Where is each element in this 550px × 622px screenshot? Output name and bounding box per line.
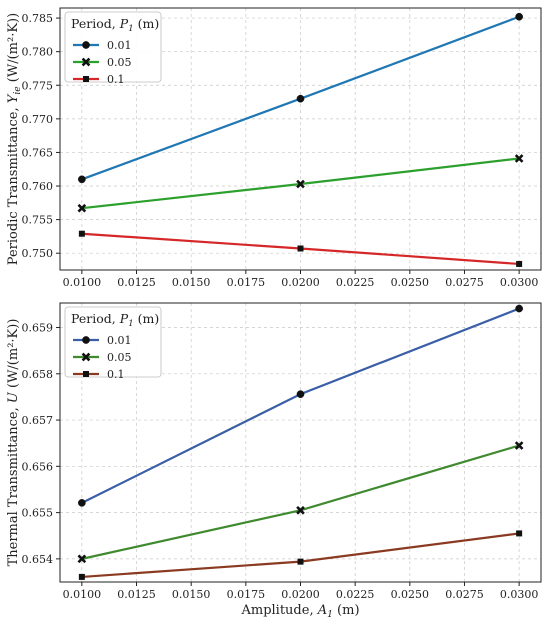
data-point [516, 260, 523, 267]
data-point [77, 554, 87, 564]
data-point [78, 499, 86, 507]
x-tick-label: 0.0175 [227, 588, 266, 601]
legend-title: Period, P1 (m) [71, 311, 159, 329]
x-tick-label: 0.0125 [117, 276, 156, 289]
y-tick-label: 0.750 [22, 247, 54, 260]
series-0.1 [78, 530, 523, 580]
x-tick-label: 0.0225 [336, 588, 375, 601]
top-chart-panel: 0.0100 0.0125 0.0150 0.0175 0.0200 0.0225 0.02… [6, 7, 542, 289]
y-tick-label: 0.655 [22, 507, 54, 520]
y-tick-label: 0.656 [22, 460, 54, 473]
legend: Period, P1 (m) 0.01 0.05 0.1 [64, 306, 162, 381]
legend: Period, P1 (m) 0.01 0.05 0.1 [64, 11, 162, 86]
x-tick-label: 0.0150 [172, 588, 211, 601]
data-point [296, 94, 305, 103]
data-point [296, 505, 305, 515]
x-tick-label: 0.0250 [391, 588, 430, 601]
y-axis-label: Thermal Transmittance, U (W/(m²·K)) [6, 319, 21, 567]
legend-marker [83, 76, 89, 82]
bottom-chart-panel: 0.0100 0.0125 0.0150 0.0175 0.0200 0.0225 0.02… [6, 302, 542, 620]
y-axis-label: Periodic Transmittance, Yie (W/(m²·K)) [6, 13, 23, 265]
y-tick-label: 0.770 [22, 113, 54, 126]
data-point [296, 390, 305, 398]
data-point [296, 179, 305, 189]
y-tick-label: 0.765 [22, 146, 54, 159]
plot-frame [59, 7, 542, 271]
legend-marker [82, 336, 90, 344]
x-tick-label: 0.0175 [227, 276, 266, 289]
data-point [78, 175, 86, 184]
legend-marker [81, 57, 91, 67]
data-point [78, 230, 85, 237]
x-axis-label: Amplitude, A1 (m) [240, 603, 359, 620]
legend-title: Period, P1 (m) [71, 16, 159, 34]
y-tick-label: 0.775 [22, 79, 54, 92]
x-tick-label: 0.0100 [63, 276, 102, 289]
data-point [78, 573, 85, 580]
y-tick-label: 0.659 [22, 322, 54, 335]
legend-entry: 0.05 [107, 351, 132, 364]
series-0.1 [78, 230, 523, 267]
legend-marker [81, 352, 91, 362]
y-tick-label: 0.658 [22, 368, 54, 381]
legend-entry: 0.01 [107, 334, 132, 347]
series-0.01 [78, 304, 523, 507]
data-point [514, 154, 524, 163]
data-point [77, 203, 87, 213]
y-tick-label: 0.785 [22, 12, 54, 25]
legend-entry: 0.1 [107, 73, 125, 86]
data-point [514, 441, 524, 450]
y-tick-label: 0.657 [22, 414, 54, 427]
y-tick-label: 0.780 [22, 46, 54, 59]
legend-entry: 0.01 [107, 39, 132, 52]
y-tick-label: 0.654 [22, 553, 54, 566]
series-0.05 [77, 441, 524, 564]
data-point [297, 558, 304, 565]
x-tick-label: 0.0200 [281, 588, 320, 601]
x-tick-label: 0.0125 [117, 588, 156, 601]
data-point [515, 304, 523, 313]
y-tick-label: 0.760 [22, 180, 54, 193]
x-tick-label: 0.0200 [281, 276, 320, 289]
series-0.01 [78, 12, 523, 184]
x-tick-label: 0.0275 [445, 588, 484, 601]
x-tick-label: 0.0100 [63, 588, 102, 601]
legend-marker [83, 371, 89, 377]
legend-entry: 0.05 [107, 56, 132, 69]
legend-entry: 0.1 [107, 368, 125, 381]
x-tick-label: 0.0300 [500, 276, 539, 289]
data-point [297, 245, 304, 252]
x-tick-label: 0.0275 [445, 276, 484, 289]
x-tick-label: 0.0300 [500, 588, 539, 601]
series-0.05 [77, 154, 524, 213]
x-tick-label: 0.0150 [172, 276, 211, 289]
y-tick-label: 0.755 [22, 214, 54, 227]
legend-marker [82, 41, 90, 49]
x-tick-label: 0.0250 [391, 276, 430, 289]
data-point [515, 12, 523, 21]
plot-frame [59, 302, 542, 583]
x-tick-label: 0.0225 [336, 276, 375, 289]
data-point [516, 530, 523, 537]
